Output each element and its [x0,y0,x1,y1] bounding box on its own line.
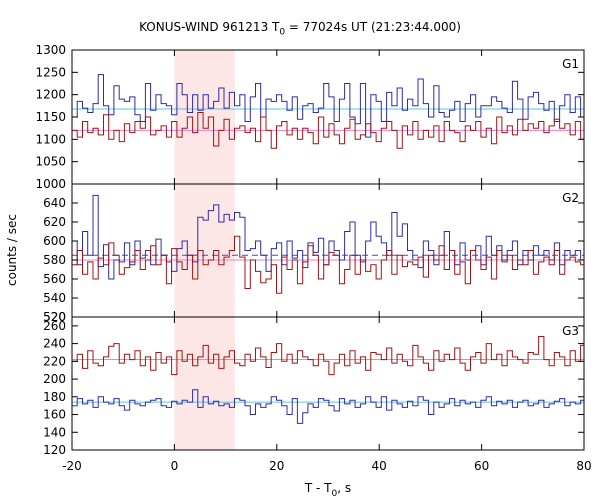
series-group [72,74,584,424]
y-tick-label-g3: 220 [43,354,66,368]
chart-title: KONUS-WIND 961213 T0 = 77024s UT (21:23:… [0,20,600,37]
y-tick-label-g1: 1050 [35,155,66,169]
y-tick-label-g3: 240 [43,337,66,351]
x-tick-label: 20 [269,459,284,473]
y-tick-label-g2: 560 [43,272,66,286]
series-g1-blue [72,74,584,138]
x-axis-label-rest: , s [337,481,351,495]
panel-label-g3: G3 [562,324,579,338]
x-tick-label: 60 [474,459,489,473]
y-tick-label-g3: 180 [43,390,66,404]
title-main: KONUS-WIND 961213 T [139,20,280,34]
panel-label-g1: G1 [562,57,579,71]
highlight-region-g2 [174,184,235,317]
y-axis-label: counts / sec [5,214,19,286]
y-tick-label-g1: 1250 [35,65,66,79]
x-axis-label-main: T - T [304,481,332,495]
series-g3-blue [72,389,584,424]
series-g2-blue [72,194,584,280]
y-tick-label-g2: 600 [43,234,66,248]
y-tick-label-g2: 620 [43,215,66,229]
y-tick-label-g3: 260 [43,319,66,333]
highlight-region-g1 [174,50,235,184]
highlight-region-group [174,50,235,450]
series-g1-red [72,112,584,149]
x-axis-label: T - T0, s [304,481,351,499]
y-tick-label-g3: 120 [43,443,66,457]
x-tick-label: 80 [576,459,591,473]
panel-frame-g3 [71,316,585,451]
y-tick-label-g3: 140 [43,425,66,439]
x-tick-label: -20 [62,459,82,473]
x-axis-label-sub: 0 [332,489,338,499]
y-tick-label-g2: 640 [43,196,66,210]
x-tick-label: 0 [171,459,179,473]
y-tick-label-boundary: 520 [43,310,66,324]
y-tick-label-g2: 540 [43,291,66,305]
y-tick-label-g1: 1300 [35,43,66,57]
y-tick-label-g2: 520 [43,310,66,324]
series-g3-red [72,336,584,376]
y-tick-label-g2: 580 [43,253,66,267]
panel-label-g2: G2 [562,191,579,205]
series-g2-red [72,235,584,294]
y-tick-label-g1: 1200 [35,88,66,102]
y-tick-label-g3: 160 [43,408,66,422]
tick-label-group: G1130012501200115011001050G2640620600580… [35,43,591,473]
y-tick-label-boundary: 1000 [35,177,66,191]
highlight-region-g3 [174,317,235,450]
x-tick-label: 40 [372,459,387,473]
title-rest: = 77024s UT (21:23:44.000) [285,20,461,34]
tick-group [71,49,585,451]
y-tick-label-g3: 200 [43,372,66,386]
title-subscript: 0 [279,27,286,38]
background-level-group [72,108,584,403]
y-tick-label-g1: 1100 [35,132,66,146]
y-tick-label-g1: 1150 [35,110,66,124]
